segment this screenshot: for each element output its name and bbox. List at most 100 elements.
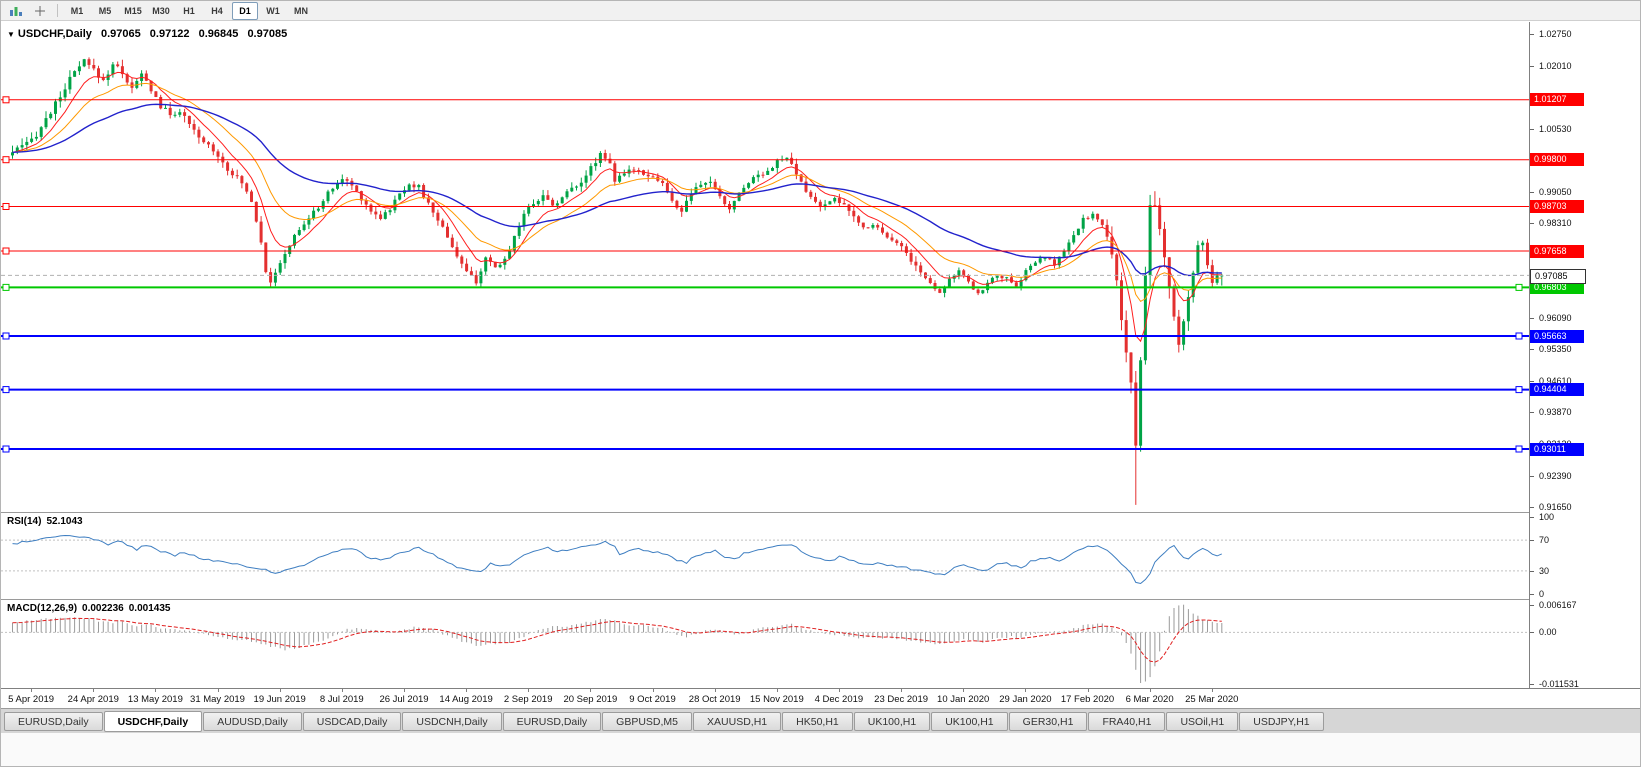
hline-right-marker[interactable] [1515,386,1523,394]
tab-uk100-h1[interactable]: UK100,H1 [853,711,931,731]
timeframe-m1-button[interactable]: M1 [70,6,84,16]
timeframe-m5-button[interactable]: M5 [98,6,112,16]
tab-usdcad-daily[interactable]: USDCAD,Daily [302,711,402,731]
hline-right-marker[interactable] [1515,332,1523,340]
timeframe-h4-button[interactable]: H4 [211,6,223,16]
hline-left-marker[interactable] [2,203,10,210]
chart-title: ▼ USDCHF,Daily 0.97065 0.97122 0.96845 0.… [7,28,287,40]
hline-left-marker[interactable] [2,96,10,104]
price-label-0-96803: 0.96803 [1530,280,1584,294]
time-axis[interactable]: 5 Apr 2019 24 Apr 2019 13 May 2019 31 May 2… [1,688,1640,708]
hline-right-marker[interactable] [1515,283,1523,291]
x-axis-tickmark [714,689,716,692]
tab-usoil-h1[interactable]: USOil,H1 [1166,711,1239,731]
macd-name: MACD(12,26,9) [7,603,78,614]
main-chart-canvas[interactable] [1,22,1529,512]
tab-usdcnh-daily[interactable]: USDCNH,Daily [402,711,502,731]
x-axis-date-label: 31 May 2019 [190,694,245,705]
tab-eurusd-daily[interactable]: EURUSD,Daily [502,711,602,731]
crosshair-icon[interactable] [29,2,51,20]
rsi-line [12,534,1222,585]
x-axis-tickmark [466,689,468,692]
timeframe-m15-button[interactable]: M15 [124,6,142,16]
x-axis-tickmark [652,689,654,692]
tab-hk50-h1[interactable]: HK50,H1 [782,711,853,731]
macd-canvas[interactable] [1,599,1529,688]
hline-left-marker[interactable] [2,247,10,255]
y-axis-tickmark [1530,128,1534,130]
timeframe-h1-button[interactable]: H1 [183,6,195,16]
rsi-axis-tickmark [1530,540,1534,542]
chart-tabs-bar: EURUSD,Daily USDCHF,Daily AUDUSD,Daily USDC… [1,708,1640,733]
x-axis-date-label: 9 Oct 2019 [629,694,676,705]
hline-left-marker[interactable] [2,156,10,164]
tab-xauusd-h1[interactable]: XAUUSD,H1 [693,711,782,731]
ma-mid-line [12,82,1222,303]
x-axis-date-label: 25 Mar 2020 [1185,694,1239,705]
tab-gbpusd-m5[interactable]: GBPUSD,M5 [602,711,693,731]
chart-dropdown-icon[interactable]: ▼ [7,30,15,39]
x-axis-tickmark [155,689,157,692]
candlesticks [11,57,1224,505]
hline-0-94404[interactable] [1,386,1529,394]
x-axis-date-label: 20 Sep 2019 [563,694,618,705]
ohlc-high: 0.97122 [149,28,190,40]
hline-0-98703[interactable] [1,203,1529,210]
tab-uk100-h1[interactable]: UK100,H1 [931,711,1008,731]
tab-usdjpy-h1[interactable]: USDJPY,H1 [1239,711,1324,731]
rsi-axis-tickmark [1530,594,1534,595]
hline-0-93011[interactable] [1,445,1529,453]
rsi-canvas[interactable] [1,512,1529,599]
charts-icon[interactable] [5,2,27,20]
hline-0-97658[interactable] [1,247,1529,255]
price-axis[interactable]: 1.027501.020101.012701.005300.997900.990… [1529,22,1640,689]
y-axis-tickmark [1530,349,1534,351]
hline-1-01207[interactable] [1,96,1529,104]
x-axis-tickmark [1025,689,1027,692]
hline-0-95663[interactable] [1,332,1529,340]
timeframe-m30-button[interactable]: M30 [152,6,170,16]
tab-ger30-h1[interactable]: GER30,H1 [1008,711,1088,731]
chart-area: ▼ USDCHF,Daily 0.97065 0.97122 0.96845 0.… [1,22,1640,689]
hline-0-96803[interactable] [1,283,1529,291]
hline-left-marker[interactable] [2,386,10,394]
x-axis-date-label: 15 Nov 2019 [749,694,804,705]
tab-audusd-daily[interactable]: AUDUSD,Daily [203,711,302,731]
ma-fast-line [12,71,1222,343]
x-axis-tickmark [590,689,592,692]
hline-left-marker[interactable] [2,445,10,453]
x-axis-tickmark [963,689,965,692]
bid-price-label: 0.97085 [1530,268,1586,284]
price-label-1-01207: 1.01207 [1530,93,1584,107]
price-label-0-95663: 0.95663 [1530,329,1584,343]
y-axis-label: 0.95350 [1539,344,1572,355]
x-axis-tickmark [93,689,95,692]
tab-fra40-h1[interactable]: FRA40,H1 [1088,711,1166,731]
timeframe-mn-button[interactable]: MN [294,6,308,16]
rsi-axis-tickmark [1530,570,1534,572]
y-axis-label: 0.99050 [1539,186,1572,197]
tab-usdchf-daily[interactable]: USDCHF,Daily [103,710,203,732]
y-axis-label: 0.96090 [1539,312,1572,323]
hline-0-99800[interactable] [1,156,1529,164]
x-axis-date-label: 29 Jan 2020 [999,694,1052,705]
y-axis-label: 1.02750 [1539,29,1572,39]
timeframe-w1-button[interactable]: W1 [266,6,280,16]
x-axis-tickmark [1149,689,1151,692]
x-axis-tickmark [404,689,405,692]
x-axis-tickmark [1087,689,1089,692]
tab-eurusd-daily[interactable]: EURUSD,Daily [4,711,103,731]
hline-left-marker[interactable] [2,283,10,291]
macd-histogram [12,604,1223,683]
y-axis-tickmark [1530,507,1534,508]
x-axis-date-label: 2 Sep 2019 [503,694,553,705]
timeframe-d1-button[interactable]: D1 [232,2,258,20]
x-axis-tickmark [31,689,33,692]
ma-slow-line [12,103,1222,277]
x-axis-date-label: 4 Dec 2019 [814,694,864,705]
x-axis-date-label: 19 Jun 2019 [253,694,306,705]
x-axis-tickmark [776,689,778,692]
hline-left-marker[interactable] [2,332,10,340]
hline-right-marker[interactable] [1515,445,1523,453]
y-axis-tickmark [1530,65,1534,67]
